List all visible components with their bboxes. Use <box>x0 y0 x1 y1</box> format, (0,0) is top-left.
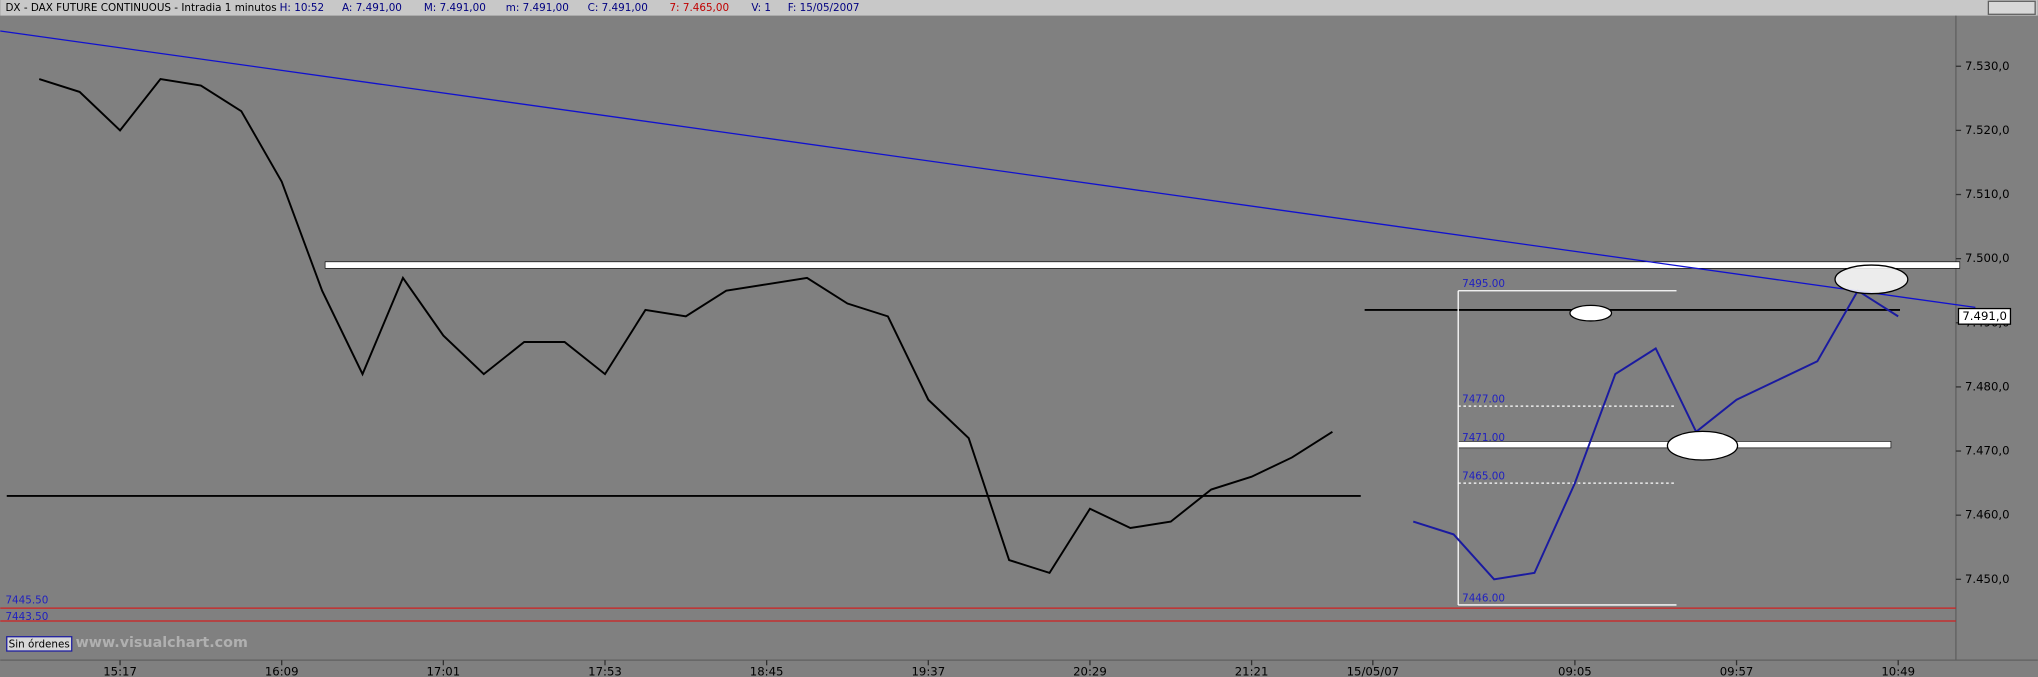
x-tick-label: 17:53 <box>588 664 622 677</box>
x-tick-label: 10:49 <box>1881 664 1915 677</box>
x-tick-label: 19:37 <box>911 664 945 677</box>
y-tick-label: 7.510,0 <box>1965 187 2010 201</box>
window-controls[interactable] <box>1987 0 2036 15</box>
x-tick-label: 09:57 <box>1720 664 1754 677</box>
marker-ellipse <box>1666 430 1739 461</box>
header-field: H: 10:52 <box>280 2 325 14</box>
y-tick-label: 7.520,0 <box>1965 123 2010 137</box>
trendline <box>0 30 1976 309</box>
header-bar <box>0 0 2038 16</box>
x-tick-label: 18:45 <box>750 664 784 677</box>
header-field: M: 7.491,00 <box>424 2 486 14</box>
level-band <box>324 261 1961 269</box>
fib-label: 7446.00 <box>1462 592 1505 604</box>
x-tick-label: 17:01 <box>427 664 461 677</box>
chart-title: DX - DAX FUTURE CONTINUOUS - Intradia 1 … <box>5 2 276 14</box>
x-tick-label: 15:17 <box>103 664 137 677</box>
y-tick-label: 7.460,0 <box>1965 508 2010 522</box>
y-tick-label: 7.450,0 <box>1965 572 2010 586</box>
y-tick-label: 7.530,0 <box>1965 59 2010 73</box>
x-tick-label: 21:21 <box>1235 664 1269 677</box>
x-tick-label: 09:05 <box>1558 664 1592 677</box>
price-line <box>1412 289 1899 581</box>
fib-label: 7477.00 <box>1462 394 1505 406</box>
last-price-label: 7.491,0 <box>1962 309 2007 323</box>
y-tick-label: 7.470,0 <box>1965 444 2010 458</box>
fib-label: 7471.00 <box>1462 432 1505 444</box>
y-tick-label: 7.480,0 <box>1965 379 2010 393</box>
header-field: A: 7.491,00 <box>342 2 402 14</box>
y-tick-label: 7.500,0 <box>1965 251 2010 265</box>
header-field: C: 7.491,00 <box>588 2 648 14</box>
orders-button-label[interactable]: Sin órdenes <box>9 639 70 651</box>
header-field: F: 15/05/2007 <box>788 2 860 14</box>
x-tick-label: 16:09 <box>265 664 299 677</box>
red-level-label: 7443.50 <box>5 611 48 623</box>
orders-button[interactable] <box>6 636 73 652</box>
x-tick-label: 15/05/07 <box>1347 664 1399 677</box>
header-field: m: 7.491,00 <box>506 2 569 14</box>
fib-label: 7495.00 <box>1462 278 1505 290</box>
red-level-label: 7445.50 <box>5 594 48 606</box>
fib-label: 7465.00 <box>1462 471 1505 483</box>
last-price-box <box>1957 307 2012 325</box>
watermark: www.visualchart.com <box>76 635 248 651</box>
header-field: 7: 7.465,00 <box>669 2 729 14</box>
marker-ellipse <box>1569 304 1613 322</box>
price-line <box>38 78 1333 575</box>
marker-ellipse <box>1834 264 1909 295</box>
header-field: V: 1 <box>751 2 771 14</box>
x-tick-label: 20:29 <box>1073 664 1107 677</box>
